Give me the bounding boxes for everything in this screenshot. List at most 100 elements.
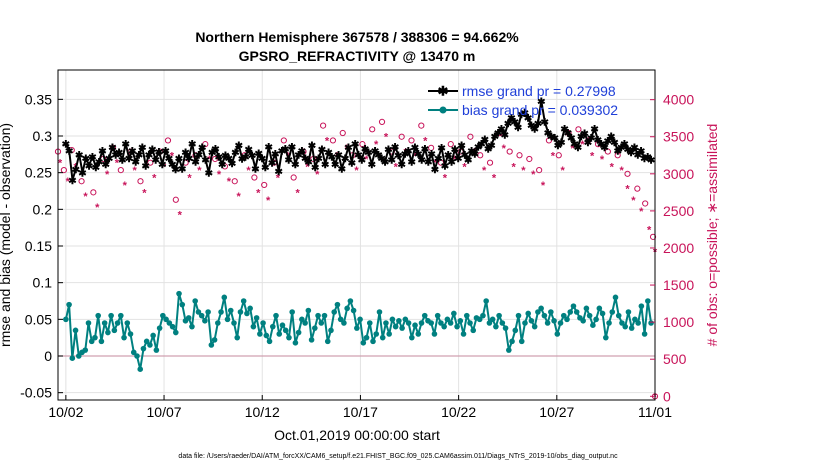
bias-point (315, 312, 321, 319)
rmse-point: ✱ (102, 160, 111, 171)
rmse-point: ✱ (604, 136, 613, 147)
rmse-point: ✱ (258, 154, 267, 165)
bias-point (69, 355, 76, 362)
bias-point (202, 318, 208, 324)
bias-point (75, 353, 82, 359)
obs-possible-point (251, 174, 258, 181)
bias-point (276, 331, 283, 337)
rmse-point: ✱ (105, 154, 114, 165)
bias-point (130, 349, 137, 356)
obs-possible-point (78, 178, 85, 185)
obs-possible-point (202, 141, 209, 148)
obs-assimilated-point: * (521, 165, 526, 177)
obs-possible-point (147, 159, 154, 166)
obs-possible-point (634, 185, 641, 192)
bias-point (211, 337, 218, 343)
rmse-point: ✱ (364, 148, 373, 159)
bias-point (463, 312, 470, 319)
rmse-point: ✱ (171, 165, 180, 176)
bias-point (308, 337, 315, 343)
bias-point (124, 320, 131, 326)
rmse-point: ✱ (594, 136, 603, 147)
bias-point (237, 309, 244, 315)
rmse-point: ✱ (384, 145, 393, 156)
rmse-point: ✱ (78, 169, 87, 180)
bias-point (373, 331, 380, 337)
rmse-point: ✱ (168, 160, 177, 171)
bias-point (370, 338, 376, 345)
bias-point (454, 323, 460, 330)
rmse-point: ✱ (617, 143, 626, 154)
rmse-point: ✱ (567, 133, 576, 144)
x-tick-label: 10/02 (48, 404, 83, 420)
y-tick-label: 0.05 (25, 311, 52, 327)
obs-possible-point (624, 170, 631, 177)
obs-possible-point (604, 148, 611, 155)
obs-possible-point (164, 137, 172, 144)
rmse-point: ✱ (261, 163, 270, 174)
obs-possible-point (280, 137, 287, 144)
bias-point (622, 323, 629, 330)
chart-subtitle: GPSRO_REFRACTIVITY @ 13470 m (239, 48, 476, 64)
rmse-point: ✱ (231, 148, 240, 159)
rmse-point: ✱ (467, 147, 476, 158)
bias-point (612, 294, 619, 301)
rmse-point: ✱ (198, 143, 207, 154)
bias-point (418, 320, 425, 326)
bias-point (457, 318, 464, 324)
rmse-point: ✱ (82, 154, 91, 165)
rmse-point: ✱ (634, 150, 643, 161)
bias-point (150, 332, 156, 339)
bias-point (82, 347, 89, 353)
right-tick-label: 0 (663, 388, 671, 404)
bias-point (234, 334, 241, 341)
rmse-point: ✱ (291, 160, 300, 171)
rmse-point: ✱ (378, 154, 387, 165)
obs-possible-point (486, 159, 494, 166)
rmse-point: ✱ (151, 155, 160, 166)
x-axis-label: Oct.01,2019 00:00:00 start (274, 427, 440, 443)
rmse-point: ✱ (501, 131, 510, 142)
bias-point (108, 312, 114, 319)
rmse-point: ✱ (215, 153, 224, 164)
y-tick-label: -0.05 (20, 385, 52, 401)
bias-point (615, 312, 622, 319)
rmse-point: ✱ (590, 125, 599, 136)
bias-point (140, 345, 147, 352)
rmse-point: ✱ (401, 150, 410, 161)
obs-assimilated-point: * (625, 184, 630, 196)
rmse-point: ✱ (424, 158, 433, 169)
rmse-point: ✱ (627, 148, 636, 159)
rmse-point: ✱ (414, 150, 423, 161)
rmse-point: ✱ (278, 147, 287, 158)
bias-point (518, 338, 525, 345)
rmse-point: ✱ (451, 145, 460, 156)
rmse-point: ✱ (245, 145, 254, 156)
obs-assimilated-point: * (123, 180, 128, 192)
y-tick-label: 0.2 (33, 201, 53, 217)
rmse-point: ✱ (188, 139, 197, 150)
bias-point (470, 327, 477, 334)
rmse-point: ✱ (304, 158, 313, 169)
bias-point (269, 323, 276, 330)
rmse-point: ✱ (610, 138, 619, 149)
obs-assimilated-point: * (295, 187, 300, 199)
obs-assimilated-point: * (305, 161, 310, 173)
rmse-point: ✱ (85, 161, 94, 172)
bias-point (583, 305, 590, 312)
obs-assimilated-point: * (631, 195, 636, 207)
bias-point (402, 316, 409, 323)
bias-point (176, 290, 182, 297)
obs-possible-point (221, 163, 229, 170)
bias-point (218, 309, 224, 315)
bias-point (489, 316, 496, 323)
bias-point (328, 327, 334, 334)
bias-point (292, 340, 299, 346)
obs-possible-point (290, 174, 297, 181)
bias-point (548, 309, 554, 315)
right-axis-ticks: 0 500 1000 1500 2000 2500 3000 3500 4000 (650, 92, 694, 404)
rmse-point: ✱ (487, 141, 496, 152)
bias-point (192, 298, 198, 304)
rmse-point: ✱ (514, 123, 523, 134)
obs-possible-point (137, 178, 144, 185)
